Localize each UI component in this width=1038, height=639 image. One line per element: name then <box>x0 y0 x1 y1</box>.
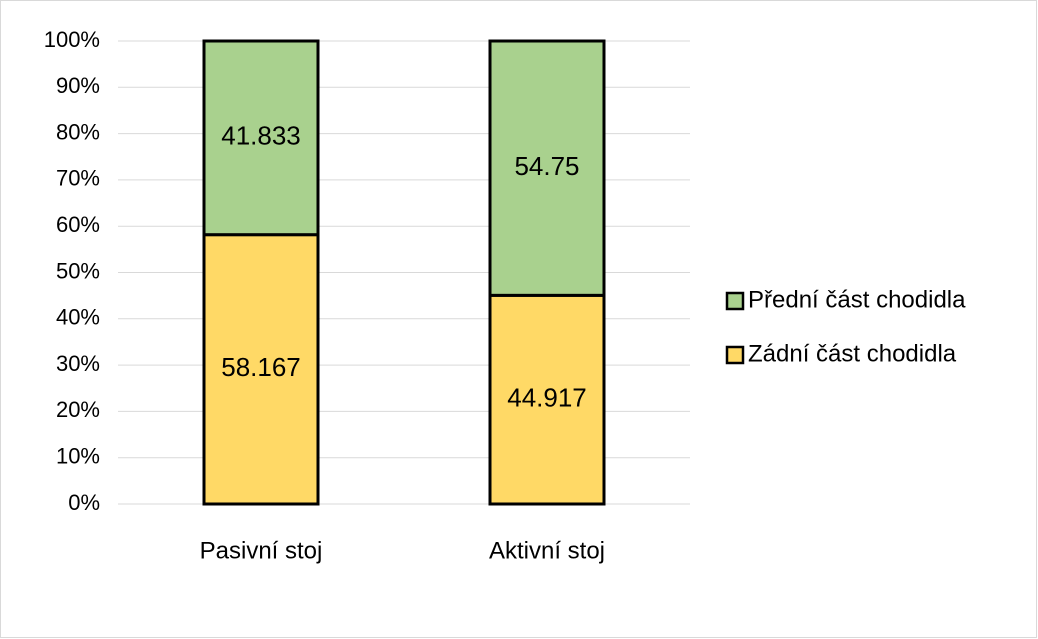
bar-segment <box>488 39 606 297</box>
y-tick-label: 50% <box>56 258 100 283</box>
legend-swatch <box>725 345 745 365</box>
data-label: 44.917 <box>507 383 587 413</box>
y-tick-label: 0% <box>68 490 100 515</box>
y-tick-label: 80% <box>56 119 100 144</box>
data-label: 54.75 <box>514 151 579 181</box>
legend-label: Zádní část chodidla <box>748 340 957 367</box>
x-tick-label: Aktivní stoj <box>489 537 605 564</box>
bar-segment <box>202 233 320 506</box>
legend-swatch <box>725 291 745 311</box>
bar-segment <box>202 39 320 237</box>
data-label: 41.833 <box>221 121 301 151</box>
x-tick-label: Pasivní stoj <box>200 537 323 564</box>
data-label: 58.167 <box>221 352 301 382</box>
y-tick-label: 20% <box>56 397 100 422</box>
y-tick-label: 100% <box>44 27 100 52</box>
y-tick-label: 90% <box>56 73 100 98</box>
y-tick-label: 40% <box>56 305 100 330</box>
y-tick-label: 70% <box>56 166 100 191</box>
y-tick-label: 60% <box>56 212 100 237</box>
y-tick-label: 30% <box>56 351 100 376</box>
legend-label: Přední část chodidla <box>748 286 966 313</box>
y-tick-label: 10% <box>56 444 100 469</box>
bar-segment <box>488 293 606 506</box>
